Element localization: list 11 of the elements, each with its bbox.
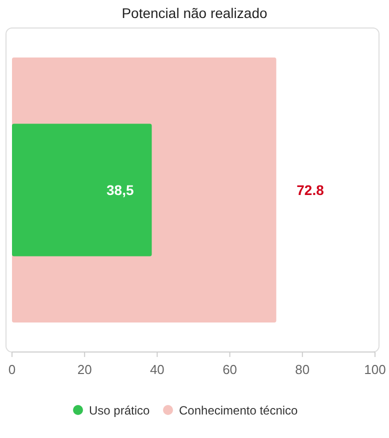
data-label: 72.8 — [296, 182, 324, 198]
legend-label: Conhecimento técnico — [179, 404, 298, 418]
data-label: 38,5 — [106, 182, 134, 198]
x-tick-label: 80 — [295, 362, 310, 377]
x-tick-label: 100 — [364, 362, 386, 377]
x-tick-label: 0 — [8, 362, 16, 377]
chart-title: Potencial não realizado — [122, 5, 268, 21]
legend-label: Uso prático — [89, 404, 150, 418]
x-tick-label: 60 — [222, 362, 238, 377]
x-tick-label: 20 — [77, 362, 92, 377]
x-tick-label: 40 — [150, 362, 164, 377]
